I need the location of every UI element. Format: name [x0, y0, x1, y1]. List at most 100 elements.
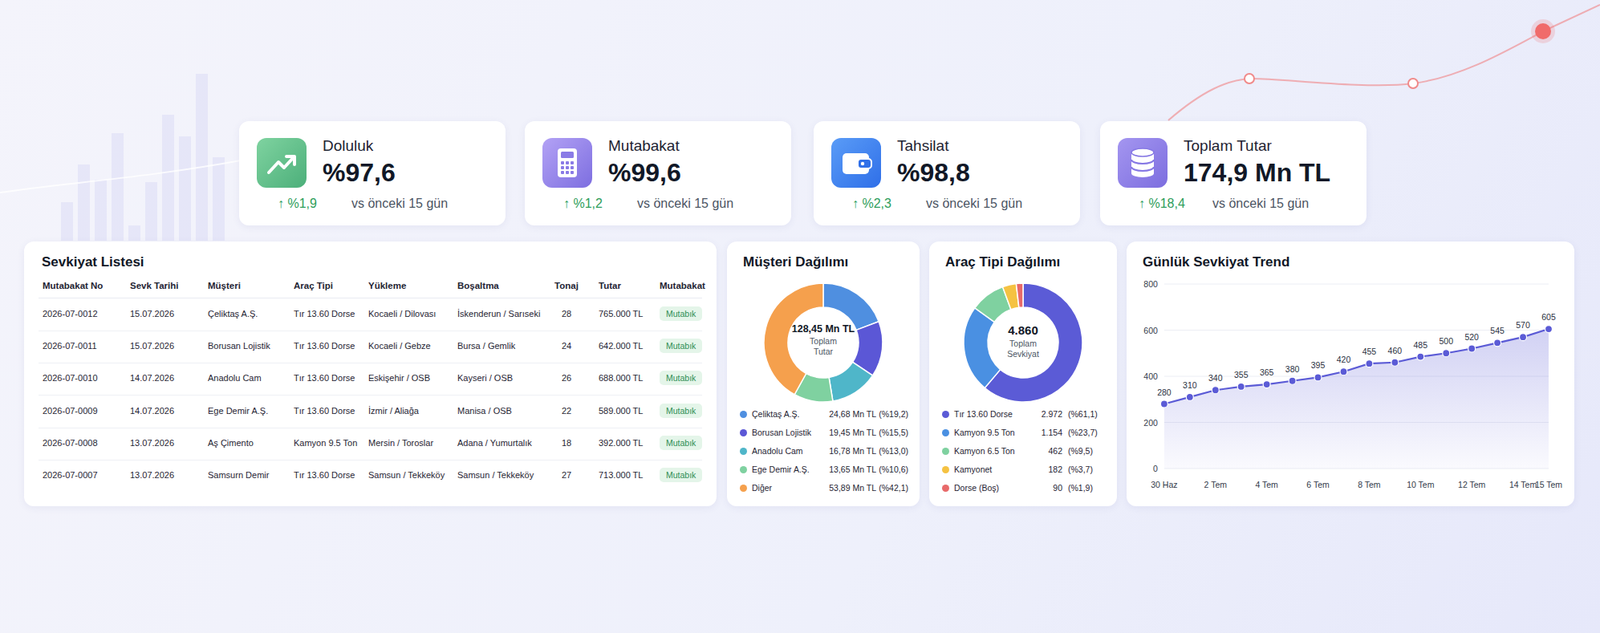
- kpi-icon: [542, 138, 593, 188]
- chart-panel: Günlük Sevkiyat Trend020040060080030 Haz…: [1126, 241, 1575, 507]
- table-cell: Ege Demir A.Ş.: [207, 406, 269, 416]
- line-marker: [1340, 368, 1348, 376]
- row-line: [38, 330, 703, 332]
- plot-group: [1160, 325, 1552, 469]
- icon-shape: [565, 166, 569, 170]
- data-label: 395: [1311, 360, 1326, 370]
- table-cell: Tır 13.60 Dorse: [293, 373, 355, 383]
- legend-label: Ege Demir A.Ş.: [751, 464, 810, 475]
- table-cell: 2026-07-0007: [42, 470, 98, 480]
- kpi-icon-svg: [256, 138, 307, 188]
- status-badge: Mutabık: [659, 338, 703, 354]
- legend-label: Kamyon 9.5 Ton: [954, 427, 1016, 438]
- table-cell: 642.000 TL: [598, 341, 643, 351]
- legend-percent: (%1,9): [1068, 483, 1093, 493]
- row-line: [38, 362, 703, 364]
- table-cell: İskenderun / Sarıseki: [457, 308, 541, 319]
- kpi-change: ↑ %18,4: [1138, 196, 1186, 212]
- data-label: 310: [1182, 380, 1198, 390]
- data-label: 340: [1208, 373, 1223, 383]
- table-cell: 688.000 TL: [598, 373, 643, 383]
- decor-bar: [195, 73, 208, 241]
- header-line: [38, 297, 703, 299]
- icon-shape: [1131, 148, 1154, 157]
- status-badge: Mutabık: [659, 403, 703, 419]
- table-cell: 2026-07-0012: [42, 308, 98, 319]
- legend-percent: (%10,6): [878, 464, 909, 475]
- legend-percent: (%61,1): [1068, 409, 1098, 419]
- data-label: 605: [1541, 312, 1556, 322]
- icon-shape: [860, 162, 865, 166]
- icon-shape: [560, 151, 574, 159]
- table-cell: Adana / Yumurtalık: [457, 438, 532, 448]
- kpi-card: Doluluk%97,6↑ %1,9vs önceki 15 gün: [239, 121, 506, 226]
- line-marker: [1288, 377, 1296, 385]
- line-marker: [1417, 353, 1425, 361]
- decor-dot: [1244, 73, 1255, 84]
- y-tick-label: 0: [1153, 463, 1158, 474]
- icon-stroke: [268, 157, 294, 173]
- data-label: 455: [1362, 346, 1377, 357]
- kpi-title: Mutabakat: [608, 137, 680, 155]
- decor-bar: [178, 136, 191, 241]
- legend-dot: [942, 447, 950, 455]
- y-tick-label: 400: [1143, 371, 1158, 382]
- legend-value: 90: [1052, 483, 1063, 493]
- kpi-icon: [831, 138, 882, 188]
- table-cell: 765.000 TL: [598, 308, 643, 319]
- kpi-icon-svg: [831, 138, 882, 188]
- table-cell: 22: [561, 406, 572, 416]
- table-cell: Manisa / OSB: [457, 406, 512, 416]
- legend-label: Kamyonet: [954, 464, 992, 475]
- line-marker: [1160, 400, 1168, 408]
- icon-shape: [560, 166, 565, 170]
- kpi-card: Tahsilat%98,8↑ %2,3vs önceki 15 gün: [813, 121, 1081, 226]
- kpi-value: 174,9 Mn TL: [1183, 158, 1331, 188]
- data-label: 280: [1157, 387, 1172, 398]
- donut-slice: [1015, 283, 1024, 308]
- x-tick-label: 6 Tem: [1306, 479, 1330, 490]
- legend-label: Diğer: [751, 483, 772, 493]
- table-cell: 713.000 TL: [598, 470, 643, 480]
- line-marker: [1494, 339, 1502, 347]
- kpi-value: %99,6: [608, 158, 682, 188]
- icon-stroke: [1131, 166, 1154, 171]
- table-cell: 26: [561, 373, 572, 383]
- table-cell: Aş Çimento: [207, 438, 254, 448]
- legend-value: 182: [1047, 464, 1063, 475]
- table-cell: Kayseri / OSB: [457, 373, 513, 383]
- line-marker: [1365, 360, 1373, 368]
- kpi-value: %97,6: [322, 158, 396, 188]
- legend-percent: (%9,5): [1068, 446, 1093, 456]
- kpi-icon-svg: [542, 138, 593, 188]
- legend-dot: [739, 447, 748, 455]
- x-tick-label: 15 Tem: [1535, 479, 1563, 490]
- table-cell: 27: [561, 470, 572, 480]
- line-marker: [1237, 382, 1245, 390]
- x-tick-label: 30 Haz: [1150, 479, 1178, 490]
- legend-value: 462: [1047, 446, 1063, 456]
- legend-percent: (%3,7): [1068, 464, 1093, 475]
- kpi-title: Tahsilat: [897, 137, 949, 155]
- x-tick-label: 10 Tem: [1406, 479, 1434, 490]
- icon-shape: [570, 170, 574, 175]
- y-tick-label: 200: [1143, 418, 1158, 428]
- table-cell: Kocaeli / Gebze: [368, 341, 431, 351]
- line-chart-svg: 020040060080030 Haz2 Tem4 Tem6 Tem8 Tem1…: [1126, 241, 1575, 507]
- decor-curve: [1168, 4, 1600, 121]
- center-label: Toplam Tutar: [799, 336, 848, 357]
- table-cell: 15.07.2026: [129, 308, 175, 319]
- center-value: 4.860: [989, 323, 1057, 338]
- center-value: 128,45 Mn TL: [789, 323, 857, 335]
- table-cell: Tır 13.60 Dorse: [293, 308, 355, 319]
- decor-bar: [60, 202, 74, 241]
- kpi-change: ↑ %1,2: [563, 196, 603, 212]
- data-label: 570: [1515, 320, 1531, 330]
- legend-percent: (%15,5): [878, 427, 909, 438]
- icon-shape: [565, 161, 569, 165]
- legend-value: 16,78 Mn TL: [828, 446, 877, 456]
- legend-dot: [942, 466, 950, 474]
- data-label: 420: [1336, 354, 1352, 365]
- legend-value: 1.154: [1041, 427, 1063, 438]
- status-badge: Mutabık: [659, 306, 703, 321]
